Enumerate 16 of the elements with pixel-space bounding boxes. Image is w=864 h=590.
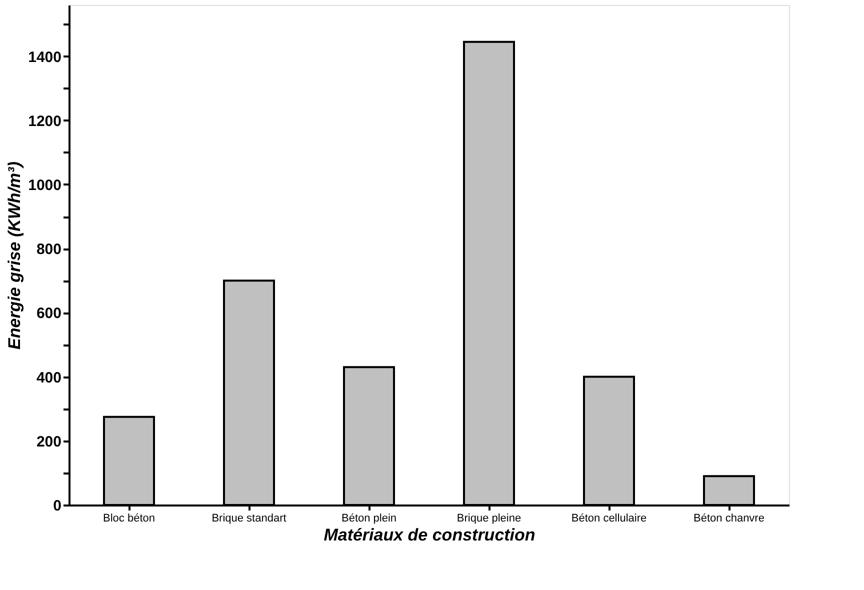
x-tick-label: Béton chanvre [694, 512, 764, 524]
y-tick-label: 1200 [28, 112, 62, 130]
y-tick-label: 400 [36, 369, 62, 386]
y-tick-label: 1000 [28, 176, 62, 194]
x-tick-label: Brique pleine [456, 512, 522, 524]
x-tick-label: Bloc béton [103, 512, 155, 524]
y-tick-label: 600 [36, 305, 62, 322]
y-tick-label: 800 [36, 241, 62, 258]
x-tick-label: Béton cellulaire [571, 512, 647, 524]
x-tick-label: Brique standart [212, 512, 286, 524]
y-tick-label: 0 [53, 498, 62, 514]
x-tick-label: Béton plein [341, 512, 397, 524]
y-axis-title: Energie grise (KWh/m³) [5, 161, 24, 350]
y-tick-label: 200 [36, 433, 62, 450]
x-axis-title: Matériaux de construction [324, 526, 536, 544]
y-tick-label: 1400 [28, 48, 62, 66]
